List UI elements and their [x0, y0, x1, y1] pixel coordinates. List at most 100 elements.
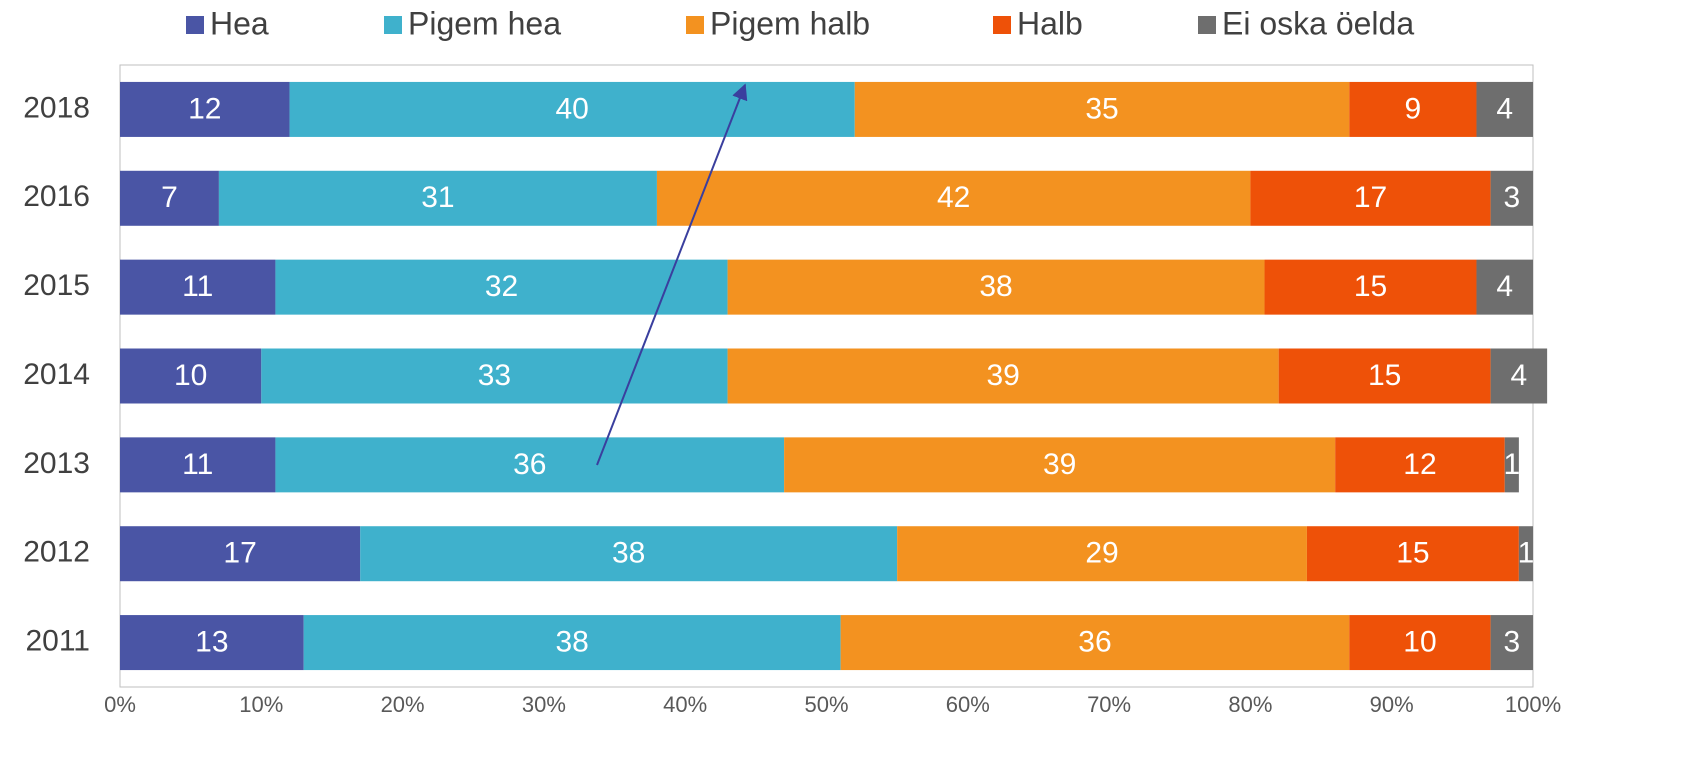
bar-segment	[120, 348, 262, 404]
legend-label: Ei oska öelda	[1222, 5, 1414, 41]
data-label: 11	[182, 270, 213, 303]
x-tick-label: 70%	[1087, 692, 1131, 717]
data-label: 38	[979, 270, 1012, 303]
y-tick-label: 2016	[23, 180, 90, 213]
data-label: 11	[182, 448, 213, 481]
bar-segment	[1335, 437, 1505, 493]
legend-label: Pigem hea	[408, 5, 561, 41]
y-tick-label: 2013	[23, 447, 90, 480]
bar-segment	[275, 437, 785, 493]
bar-segment	[1518, 526, 1533, 582]
bar-segment	[1306, 526, 1519, 582]
legend-label: Pigem halb	[710, 5, 870, 41]
data-label: 38	[612, 537, 645, 570]
bar-segment	[218, 170, 657, 226]
data-label: 36	[1078, 625, 1111, 658]
bar-segment	[1490, 615, 1533, 671]
data-label: 1	[1518, 537, 1535, 570]
bar-segment	[840, 615, 1350, 671]
bar-segment	[727, 348, 1279, 404]
data-label: 12	[1403, 448, 1436, 481]
data-label: 39	[986, 359, 1019, 392]
data-label: 29	[1085, 537, 1118, 570]
y-tick-label: 2018	[23, 91, 90, 124]
data-label: 12	[188, 92, 221, 125]
bar-segment	[1349, 615, 1491, 671]
bar-segment	[275, 259, 728, 315]
data-label: 17	[1354, 181, 1387, 214]
legend-swatch	[686, 16, 704, 34]
bar-segment	[1349, 81, 1477, 137]
bar-segment	[120, 170, 219, 226]
legend-swatch	[384, 16, 402, 34]
data-label: 15	[1396, 537, 1429, 570]
data-label: 38	[555, 625, 588, 658]
data-label: 32	[485, 270, 518, 303]
bar-segment	[1250, 170, 1491, 226]
bar-segment	[261, 348, 728, 404]
bar-segment	[1490, 170, 1533, 226]
data-label: 31	[421, 181, 454, 214]
bar-segment	[854, 81, 1350, 137]
x-tick-label: 60%	[946, 692, 990, 717]
y-tick-label: 2011	[25, 624, 90, 657]
bar-segment	[784, 437, 1336, 493]
legend-swatch	[993, 16, 1011, 34]
bar-segment	[656, 170, 1251, 226]
bar-segment	[1476, 81, 1533, 137]
bar-segment	[120, 615, 304, 671]
data-label: 40	[555, 92, 588, 125]
data-label: 7	[161, 181, 178, 214]
legend-swatch	[1198, 16, 1216, 34]
x-tick-label: 50%	[804, 692, 848, 717]
data-label: 13	[195, 625, 228, 658]
data-label: 10	[1403, 625, 1436, 658]
bar-segment	[120, 526, 361, 582]
data-label: 4	[1496, 270, 1513, 303]
bar-segment	[360, 526, 898, 582]
x-tick-label: 0%	[104, 692, 136, 717]
x-tick-label: 20%	[381, 692, 425, 717]
bar-segment	[1504, 437, 1519, 493]
data-label: 4	[1496, 92, 1513, 125]
data-label: 17	[223, 537, 256, 570]
x-tick-label: 30%	[522, 692, 566, 717]
x-tick-label: 100%	[1505, 692, 1561, 717]
bar-segment	[1490, 348, 1548, 404]
marks: 12 40 35 9 47 31 42 17 311 32 38 15 410 33 39 15 411 36 39…	[120, 81, 1548, 671]
bar-segment	[289, 81, 855, 137]
y-tick-label: 2012	[23, 536, 90, 569]
data-label: 10	[174, 359, 207, 392]
data-label: 1	[1503, 448, 1520, 481]
legend-label: Hea	[210, 5, 269, 41]
bar-segment	[120, 81, 290, 137]
bar-segment	[120, 259, 276, 315]
data-label: 15	[1368, 359, 1401, 392]
legend-swatch	[186, 16, 204, 34]
y-tick-label: 2014	[23, 358, 90, 391]
data-label: 42	[937, 181, 970, 214]
data-label: 33	[478, 359, 511, 392]
data-label: 4	[1511, 359, 1528, 392]
x-tick-label: 80%	[1228, 692, 1272, 717]
y-tick-label: 2015	[23, 269, 90, 302]
bar-segment	[1476, 259, 1533, 315]
data-label: 36	[513, 448, 546, 481]
data-label: 15	[1354, 270, 1387, 303]
bar-segment	[303, 615, 841, 671]
arrow	[596, 83, 748, 466]
legend-label: Halb	[1017, 5, 1083, 41]
bar-segment	[120, 437, 276, 493]
x-tick-label: 10%	[239, 692, 283, 717]
bar-segment	[727, 259, 1265, 315]
x-tick-label: 90%	[1370, 692, 1414, 717]
data-label: 35	[1085, 92, 1118, 125]
data-label: 3	[1503, 625, 1520, 658]
bar-segment	[897, 526, 1307, 582]
data-label: 9	[1405, 92, 1422, 125]
bar-segment	[1278, 348, 1491, 404]
bar-segment	[1264, 259, 1477, 315]
x-tick-label: 40%	[663, 692, 707, 717]
data-label: 39	[1043, 448, 1076, 481]
